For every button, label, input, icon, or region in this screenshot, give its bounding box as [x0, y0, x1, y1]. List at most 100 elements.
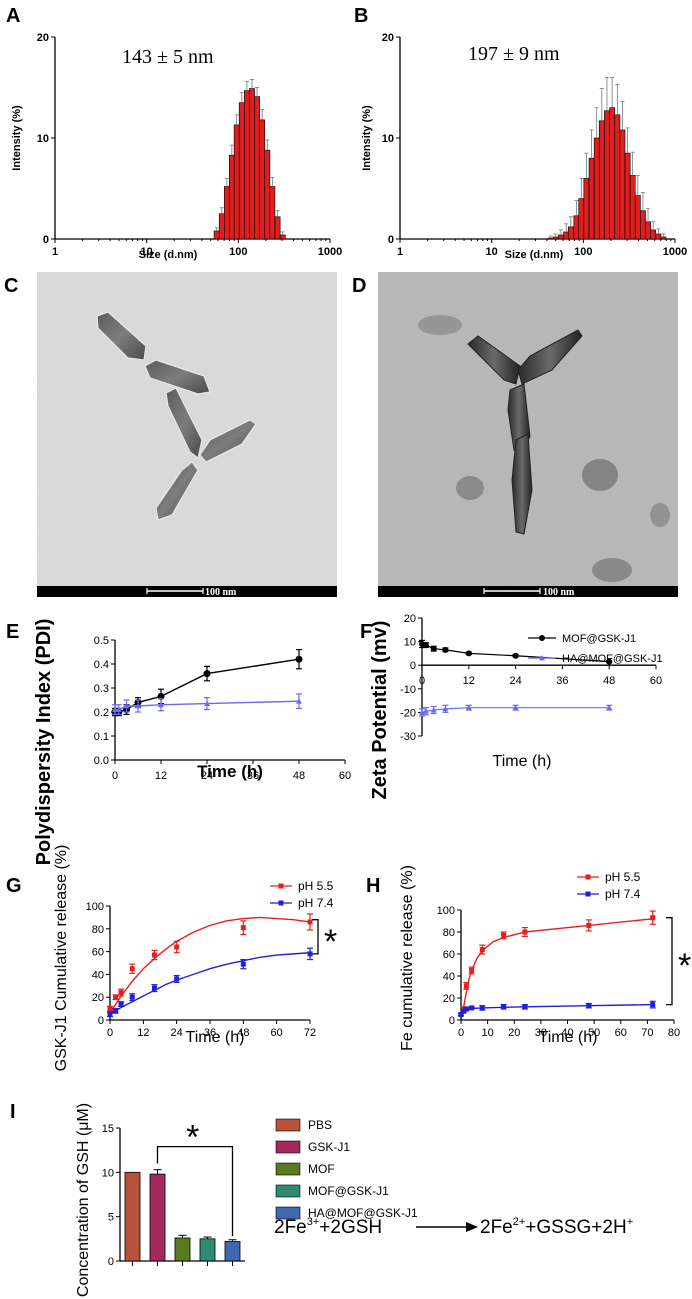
significance-star: * [678, 947, 691, 985]
bar [224, 1241, 241, 1262]
chart-a-ylabel: Intensity (%) [11, 105, 23, 171]
scale-bar-label: 100 nm [205, 587, 237, 598]
data-point [278, 900, 284, 906]
legend-label: pH 5.5 [605, 870, 641, 884]
data-point [512, 652, 519, 659]
crystal-shape [165, 387, 203, 460]
fe-release-chart: Fe cumulative release (%) Time (h) 0 20 40… [399, 865, 691, 1051]
legend-label: PBS [308, 1118, 332, 1132]
scale-bar-label: 100 nm [543, 587, 575, 598]
data-point [174, 976, 180, 982]
chart-a-title: 143 ± 5 nm [122, 46, 214, 68]
gsh-bar-chart: Concentration of GSH (μM) 0 5 10 15 PBS GSK-J… [75, 1103, 418, 1297]
data-point [463, 1006, 469, 1012]
bar [124, 1171, 141, 1262]
significance-bracket [156, 1145, 234, 1237]
y-tick-label: 20 [92, 992, 104, 1004]
data-point [539, 635, 545, 641]
chart-e-ylabel: Polydispersity Index (PDI) [33, 619, 55, 866]
chart-i-ylabel: Concentration of GSH (μM) [75, 1103, 92, 1297]
bar [174, 1237, 191, 1262]
y-tick-label: 20 [404, 613, 416, 625]
x-tick-label: 1000 [318, 246, 342, 258]
histogram-bar [614, 114, 621, 240]
legend-swatch [275, 1184, 301, 1198]
histogram-bar [588, 157, 595, 240]
pdi-chart: Polydispersity Index (PDI) Time (h) 0.00… [33, 619, 351, 866]
significance-bracket [312, 919, 319, 955]
y-tick-label: 10 [37, 133, 49, 145]
data-point [278, 883, 284, 889]
legend-swatch [275, 1206, 301, 1220]
data-point [512, 704, 519, 711]
crystal-shape [511, 433, 533, 535]
x-tick-label: 10 [486, 246, 498, 258]
x-tick-label: 10 [141, 246, 153, 258]
tem-image-d: 100 nm [378, 272, 678, 598]
y-tick-label: 0 [98, 1015, 104, 1027]
data-point [430, 707, 437, 713]
histogram-bar [254, 96, 260, 240]
crystal-shape [96, 311, 147, 361]
x-tick-label: 12 [137, 1027, 149, 1039]
data-point [606, 658, 613, 665]
histogram-bar [259, 119, 266, 240]
chart-a-xlabel: Size (d.nm) [139, 249, 198, 261]
histogram-bar [634, 195, 641, 240]
y-tick-label: 100 [86, 901, 104, 913]
data-point [422, 642, 429, 649]
x-tick-label: 40 [561, 1027, 573, 1039]
histogram-bar [279, 234, 286, 240]
data-point [107, 1011, 113, 1017]
dls-chart-a: 143 ± 5 nm Size (d.nm) Intensity (%) 0 10… [11, 32, 342, 261]
x-tick-label: 1000 [663, 246, 687, 258]
y-tick-label: -20 [400, 707, 416, 719]
data-point [123, 703, 130, 709]
y-tick-label: 0.2 [94, 707, 109, 719]
panel-letter-e: E [6, 621, 19, 643]
x-tick-label: 60 [615, 1027, 627, 1039]
zeta-chart: Zeta Potential (mv) Time (h) -30-20-1001… [369, 613, 663, 799]
legend-label: HA@MOF@GSK-J1 [562, 653, 663, 665]
panel-letter-f: F [360, 621, 372, 643]
x-tick-label: 72 [304, 1027, 316, 1039]
y-tick-label: 60 [443, 949, 455, 961]
histogram-bar [213, 230, 220, 240]
histogram-bar [593, 137, 600, 240]
x-tick-label: 24 [171, 1027, 183, 1039]
histogram-bar [598, 120, 605, 240]
x-tick-label: 1 [397, 246, 403, 258]
y-tick-label: 5 [108, 1212, 114, 1224]
x-tick-label: 24 [201, 770, 213, 782]
chart-e-xlabel: Time (h) [197, 762, 263, 781]
y-tick-label: 40 [92, 969, 104, 981]
histogram-bar [558, 234, 564, 240]
bar [149, 1173, 166, 1262]
equation-text: 2Fe3++2GSH [274, 1216, 382, 1238]
histogram-bar [604, 110, 610, 240]
data-point [113, 994, 119, 1000]
y-tick-label: 0.3 [94, 683, 109, 695]
legend-label: MOF@GSK-J1 [308, 1184, 389, 1198]
fit-curve [109, 916, 311, 1014]
x-tick-label: 36 [247, 770, 259, 782]
histogram-bar [274, 216, 281, 240]
reaction-arrowhead [466, 1222, 478, 1232]
histogram-bar [244, 90, 250, 240]
significance-star: * [186, 1119, 199, 1157]
legend-label: GSK-J1 [308, 1140, 350, 1154]
y-tick-label: 80 [443, 927, 455, 939]
bar [199, 1238, 216, 1262]
x-tick-label: 100 [574, 246, 592, 258]
histogram-bar [650, 229, 657, 240]
x-tick-label: 60 [271, 1027, 283, 1039]
data-point [157, 692, 165, 700]
histogram-bar [624, 152, 631, 240]
data-point [107, 1006, 113, 1012]
y-tick-label: 80 [92, 924, 104, 936]
data-point [129, 966, 135, 972]
crystal-shape [517, 329, 583, 385]
histogram-bar [547, 237, 554, 240]
data-point [295, 655, 303, 663]
